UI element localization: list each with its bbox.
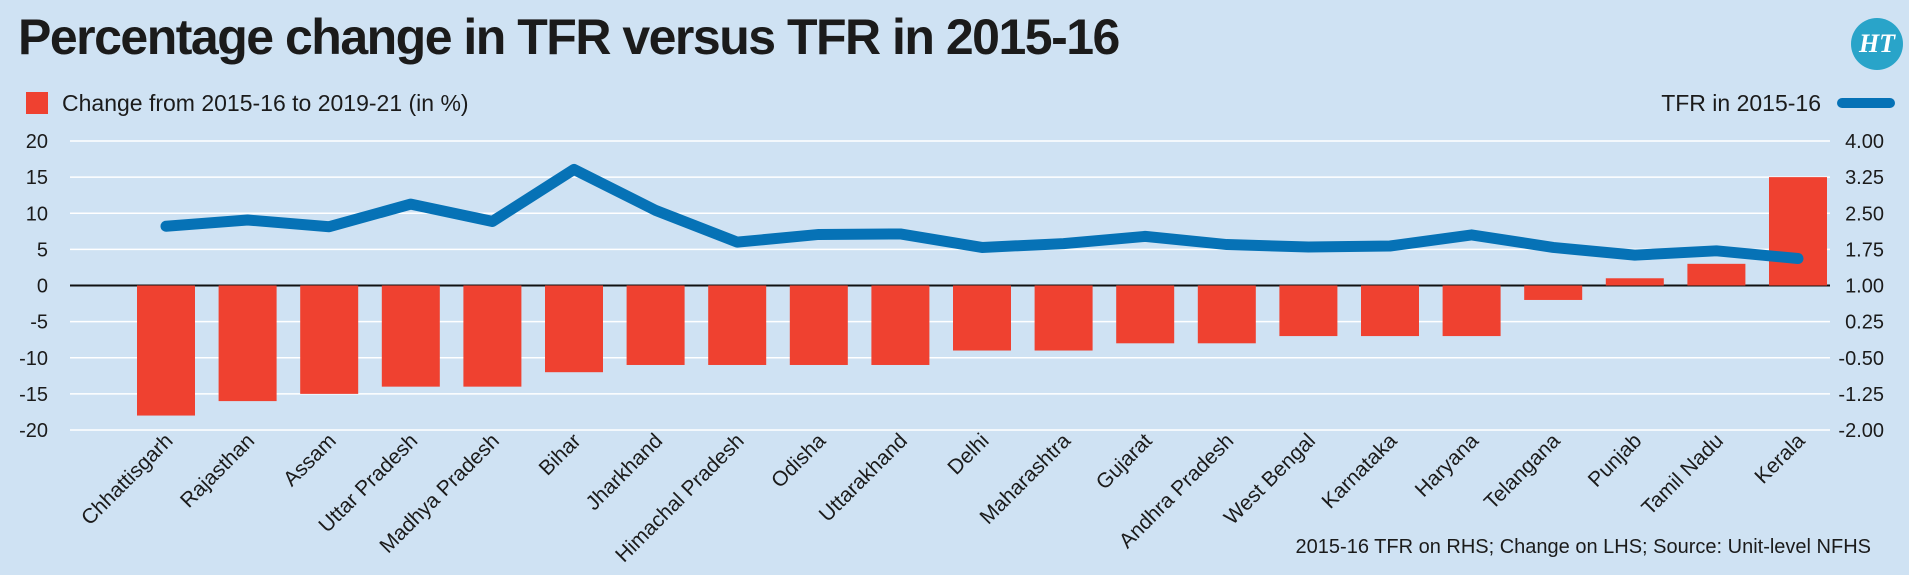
right-tick-label: 0.25 (1845, 312, 1884, 334)
bar (1524, 285, 1583, 300)
bar (1197, 285, 1256, 344)
ht-logo: HT (1851, 18, 1903, 70)
left-tick-label: -5 (30, 312, 48, 334)
left-tick-label: -10 (19, 348, 48, 370)
category-label: Rajasthan (176, 429, 259, 512)
legend-line: TFR in 2015-16 (1661, 90, 1895, 116)
bar (953, 285, 1011, 351)
bar (137, 285, 195, 416)
legend-bars: Change from 2015-16 to 2019-21 (in %) (26, 90, 469, 116)
chart-title: Percentage change in TFR versus TFR in 2… (18, 9, 1120, 65)
left-tick-label: 20 (26, 131, 48, 153)
right-tick-label: 3.25 (1845, 167, 1884, 189)
category-label: Assam (279, 429, 341, 491)
bar (300, 285, 359, 394)
bar (1116, 285, 1175, 344)
bar (218, 285, 277, 402)
left-tick-label: 5 (37, 239, 48, 261)
right-tick-label: 1.00 (1845, 276, 1884, 298)
legend-bar-label: Change from 2015-16 to 2019-21 (in %) (62, 89, 469, 116)
bar (463, 285, 522, 387)
category-label: Chhattisgarh (77, 429, 177, 529)
category-label: Kerala (1750, 429, 1809, 488)
bar (1361, 285, 1419, 337)
bar (1442, 285, 1501, 337)
bar (545, 285, 603, 373)
right-tick-label: 2.50 (1845, 203, 1884, 225)
bar (1605, 278, 1664, 286)
category-label: Punjab (1584, 429, 1647, 492)
bar (626, 285, 685, 365)
category-label: Tamil Nadu (1637, 429, 1728, 520)
category-label: Jharkhand (582, 429, 668, 515)
legend-line-swatch (1837, 98, 1895, 108)
category-label: Karnataka (1318, 429, 1402, 513)
left-tick-label: 10 (26, 203, 48, 225)
category-label: Delhi (943, 429, 993, 479)
bar (1279, 285, 1338, 337)
bar (1769, 177, 1827, 286)
bar (1687, 263, 1746, 286)
bar (1034, 285, 1093, 351)
right-tick-label: -0.50 (1838, 348, 1884, 370)
left-tick-label: -20 (19, 420, 48, 442)
bar (381, 285, 440, 387)
bar (708, 285, 767, 365)
category-label: Haryana (1411, 429, 1484, 502)
category-label: Uttarakhand (815, 429, 912, 526)
category-label: Odisha (767, 429, 831, 493)
category-label: Telangana (1480, 429, 1565, 514)
right-tick-label: 4.00 (1845, 131, 1884, 153)
legend-line-label: TFR in 2015-16 (1661, 89, 1821, 116)
bar (789, 285, 848, 365)
left-tick-label: 0 (37, 276, 48, 298)
category-label: Bihar (535, 429, 586, 480)
left-tick-label: 15 (26, 167, 48, 189)
right-tick-label: -2.00 (1838, 420, 1884, 442)
legend-bar-swatch (26, 92, 48, 114)
left-tick-label: -15 (19, 384, 48, 406)
source-note: 2015-16 TFR on RHS; Change on LHS; Sourc… (1295, 536, 1871, 558)
bar (871, 285, 930, 365)
right-tick-label: 1.75 (1845, 239, 1884, 261)
right-tick-label: -1.25 (1838, 384, 1884, 406)
category-label: Gujarat (1092, 429, 1157, 494)
